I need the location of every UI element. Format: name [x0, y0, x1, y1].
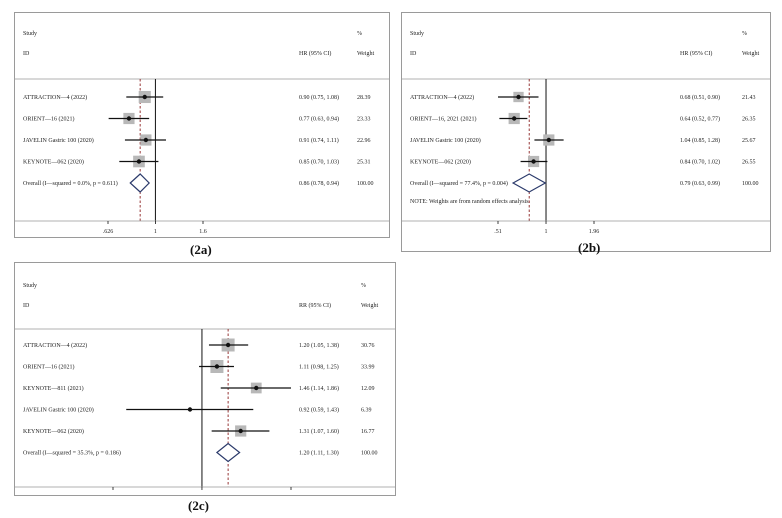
study-label: ATTRACTION—4 (2022) [410, 94, 474, 101]
ci-text: 0.92 (0.59, 1.43) [299, 407, 339, 414]
weight-text: 25.67 [742, 138, 756, 144]
study-label: KEYNOTE—062 (2020) [410, 159, 471, 166]
point-estimate [142, 94, 147, 100]
header-id: ID [23, 303, 30, 309]
overall-ci-text: 1.20 (1.11, 1.30) [299, 450, 339, 457]
weight-text: 30.76 [361, 343, 375, 349]
header-weight: Weight [357, 51, 375, 57]
point-estimate [511, 116, 517, 121]
x-tick-label: .51 [494, 229, 502, 235]
point-estimate [531, 159, 536, 164]
overall-diamond [215, 442, 241, 463]
header-study: Study [23, 283, 37, 289]
overall-diamond [129, 173, 151, 193]
ci-text: 0.64 (0.52, 0.77) [680, 116, 720, 123]
header-weight: Weight [742, 51, 760, 57]
overall-label: Overall (I—squared = 35.3%, p = 0.186) [23, 450, 121, 457]
weight-text: 21.43 [742, 95, 756, 101]
header-effect: HR (95% CI) [680, 50, 712, 57]
overall-weight-text: 100.00 [357, 181, 374, 187]
study-label: JAVELIN Gastric 100 (2020) [23, 407, 94, 414]
overall-label: Overall (I—squared = 0.0%, p = 0.611) [23, 180, 118, 187]
x-tick-label: 1 [545, 229, 548, 235]
header-effect: RR (95% CI) [299, 302, 331, 309]
ci-text: 0.85 (0.70, 1.03) [299, 159, 339, 166]
ci-text: 0.90 (0.75, 1.08) [299, 94, 339, 101]
weight-text: 26.55 [742, 160, 756, 166]
point-estimate [546, 137, 552, 143]
header-percent: % [361, 283, 366, 289]
point-estimate [254, 385, 259, 391]
forest-plot-2c: Study ID RR (95% CI)% Weight ATTRACTION—4 (2… [15, 283, 395, 490]
header-percent: % [742, 31, 747, 37]
forest-plot-2a: Study ID HR (95% CI)% Weight ATTRACTION—4 (2… [15, 31, 389, 235]
x-tick-label: 1.96 [589, 229, 600, 235]
forest-panel-2c: Study ID RR (95% CI)% Weight ATTRACTION—4 (2… [14, 262, 396, 496]
overall-label: Overall (I—squared = 77.4%, p = 0.004) [410, 180, 508, 187]
header-study: Study [410, 31, 424, 37]
study-label: ORIENT—16 (2021) [23, 364, 75, 371]
header-effect: HR (95% CI) [299, 50, 331, 57]
ci-text: 1.11 (0.98, 1.25) [299, 364, 339, 371]
study-label: ATTRACTION—4 (2022) [23, 342, 87, 349]
weight-text: 28.39 [357, 95, 371, 101]
overall-ci-text: 0.79 (0.63, 0.99) [680, 180, 720, 187]
study-label: JAVELIN Gastric 100 (2020) [410, 137, 481, 144]
point-estimate [187, 407, 193, 412]
weight-text: 12.09 [361, 386, 375, 392]
header-id: ID [23, 51, 30, 57]
point-estimate [214, 364, 220, 369]
header-weight: Weight [361, 303, 379, 309]
ci-text: 0.68 (0.51, 0.90) [680, 94, 720, 101]
study-label: ORIENT—16, 2021 (2021) [410, 116, 477, 123]
weight-text: 33.99 [361, 365, 375, 371]
forest-panel-2b: Study ID HR (95% CI)% Weight ATTRACTION—4 (2… [401, 12, 771, 252]
x-tick-label: .626 [103, 229, 114, 235]
panel-caption-2b: (2b) [578, 240, 601, 255]
overall-ci-text: 0.86 (0.78, 0.94) [299, 180, 339, 187]
ci-text: 0.84 (0.70, 1.02) [680, 159, 720, 166]
header-study: Study [23, 31, 37, 37]
study-label: KEYNOTE—811 (2021) [23, 385, 84, 392]
header-id: ID [410, 51, 417, 57]
point-estimate [516, 94, 521, 100]
ci-text: 1.46 (1.14, 1.86) [299, 385, 339, 392]
study-label: ATTRACTION—4 (2022) [23, 94, 87, 101]
ci-text: 0.77 (0.63, 0.94) [299, 116, 339, 123]
ci-text: 1.20 (1.05, 1.38) [299, 342, 339, 349]
point-estimate [225, 342, 231, 348]
weight-text: 6.39 [361, 408, 372, 414]
point-estimate [238, 428, 243, 434]
x-tick-label: 1.6 [199, 229, 207, 235]
weight-text: 16.77 [361, 429, 375, 435]
overall-diamond [511, 173, 547, 193]
panel-caption-2c: (2c) [188, 498, 209, 513]
ci-text: 1.31 (1.07, 1.60) [299, 428, 339, 435]
point-estimate [126, 116, 132, 121]
ci-text: 1.04 (0.85, 1.28) [680, 137, 720, 144]
weight-text: 22.96 [357, 138, 371, 144]
study-label: ORIENT—16 (2021) [23, 116, 75, 123]
weight-text: 23.33 [357, 117, 371, 123]
overall-weight-text: 100.00 [361, 451, 378, 457]
study-label: KEYNOTE—062 (2020) [23, 159, 84, 166]
study-label: JAVELIN Gastric 100 (2020) [23, 137, 94, 144]
ci-text: 0.91 (0.74, 1.11) [299, 137, 339, 144]
study-label: KEYNOTE—062 (2020) [23, 428, 84, 435]
weight-text: 25.31 [357, 160, 371, 166]
forest-plot-2b: Study ID HR (95% CI)% Weight ATTRACTION—4 (2… [402, 31, 770, 235]
x-tick-label: 1 [154, 229, 157, 235]
weight-text: 26.35 [742, 117, 756, 123]
point-estimate [136, 159, 142, 164]
note-text: NOTE: Weights are from random effects an… [410, 198, 529, 205]
forest-panel-2a: Study ID HR (95% CI)% Weight ATTRACTION—4 (2… [14, 12, 390, 238]
overall-weight-text: 100.00 [742, 181, 759, 187]
panel-caption-2a: (2a) [190, 242, 212, 257]
point-estimate [143, 137, 149, 143]
header-percent: % [357, 31, 362, 37]
